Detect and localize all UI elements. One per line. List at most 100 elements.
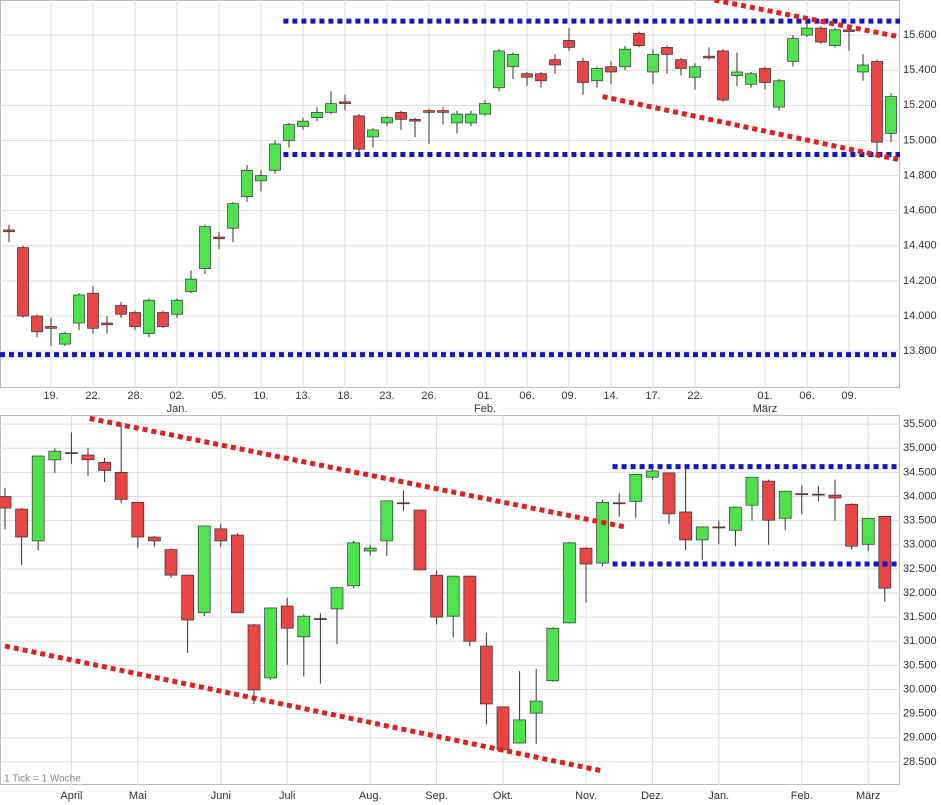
candle-body <box>437 110 449 113</box>
candle-body <box>529 700 543 714</box>
candle-body <box>214 528 228 542</box>
candle-body <box>507 54 519 68</box>
y-tick-label: 14.600 <box>903 205 937 217</box>
y-tick-label: 14.800 <box>903 169 937 181</box>
candle-body <box>264 607 277 679</box>
candle-body <box>129 312 141 327</box>
candle-body <box>619 48 631 68</box>
y-tick-label: 13.800 <box>903 345 937 357</box>
candle-body <box>629 473 643 502</box>
candle-body <box>73 294 85 324</box>
candle-body <box>247 624 261 691</box>
candle-body <box>815 27 827 43</box>
y-tick-label: 29.500 <box>903 708 937 720</box>
candle-body <box>143 299 155 334</box>
candle-body <box>199 226 211 269</box>
x-tick-label: 22. <box>85 390 100 402</box>
x-tick-label: Mai <box>129 790 147 802</box>
candle-body <box>297 120 309 127</box>
candle-body <box>185 278 197 292</box>
candle-body <box>878 515 892 589</box>
candle-body <box>463 575 477 642</box>
candle-body <box>325 103 337 113</box>
candle-body <box>861 517 875 545</box>
candle-body <box>148 536 161 542</box>
candle-body <box>157 312 169 327</box>
candle-body <box>114 472 128 500</box>
candle-body <box>745 73 757 85</box>
candle-body <box>227 203 239 229</box>
y-tick-label: 32.500 <box>903 563 937 575</box>
candle-body <box>0 496 12 509</box>
x-tick-label: Feb. <box>791 790 813 802</box>
y-tick-label: 33.000 <box>903 539 937 551</box>
x-tick-label: Jan. <box>708 790 729 802</box>
candle-body <box>496 706 510 751</box>
y-tick-label: 28.500 <box>903 756 937 768</box>
candle-body <box>729 506 742 531</box>
y-tick-label: 32.000 <box>903 587 937 599</box>
candle-body <box>3 229 15 233</box>
candle-body <box>363 547 377 552</box>
candle-body <box>65 452 78 454</box>
candle-body <box>857 64 869 73</box>
month-label: Jan. <box>167 403 188 415</box>
candle-body <box>45 326 57 329</box>
x-tick-label: 28. <box>127 390 142 402</box>
candle-body <box>397 502 410 505</box>
candle-body <box>871 61 883 143</box>
x-tick-label: 06. <box>799 390 814 402</box>
y-tick-label: 29.000 <box>903 732 937 744</box>
candle-body <box>787 38 799 62</box>
candle-body <box>647 54 659 73</box>
y-tick-label: 35.500 <box>903 418 937 430</box>
candle-body <box>563 40 575 48</box>
x-tick-label: 22. <box>687 390 702 402</box>
candle-body <box>231 534 244 614</box>
candle-body <box>87 292 99 329</box>
candle-body <box>695 526 709 541</box>
candle-body <box>164 549 178 576</box>
candle-body <box>423 110 435 113</box>
candle-body <box>314 618 327 620</box>
candle-body <box>413 509 427 571</box>
candle-body <box>330 587 344 610</box>
candle-body <box>661 47 673 55</box>
candle-body <box>115 305 127 315</box>
candle-body <box>596 501 609 564</box>
candle-body <box>579 547 593 565</box>
candle-body <box>778 490 792 519</box>
candle-body <box>311 112 323 118</box>
candle-body <box>605 66 617 73</box>
candle-body <box>31 455 45 542</box>
x-tick-label: Okt. <box>493 790 513 802</box>
x-tick-label: 13. <box>295 390 310 402</box>
candle-body <box>546 627 560 682</box>
candle-body <box>773 80 785 108</box>
candle-body <box>829 29 841 46</box>
candle-body <box>48 450 62 461</box>
candle-body <box>549 59 561 66</box>
y-tick-label: 14.000 <box>903 310 937 322</box>
candle-body <box>353 115 365 150</box>
candle-body <box>535 73 547 82</box>
trend-line <box>4 643 604 774</box>
note: 1 Tick = 1 Woche <box>4 774 81 785</box>
x-tick-label: 14. <box>603 390 618 402</box>
candle-body <box>181 574 194 621</box>
trend-line <box>89 415 626 530</box>
candle-body <box>591 68 603 82</box>
candle-body <box>612 502 626 505</box>
y-tick-label: 30.500 <box>903 659 937 671</box>
x-tick-label: 09. <box>841 390 856 402</box>
candle-body <box>395 112 407 120</box>
month-label: März <box>753 403 777 415</box>
x-tick-label: 06. <box>519 390 534 402</box>
candle-body <box>465 113 477 124</box>
x-tick-label: 01. <box>757 390 772 402</box>
candle-body <box>493 50 505 89</box>
candle-body <box>762 480 775 521</box>
candle-body <box>430 574 443 618</box>
plot-frame <box>0 0 900 388</box>
plot-frame <box>0 415 900 785</box>
